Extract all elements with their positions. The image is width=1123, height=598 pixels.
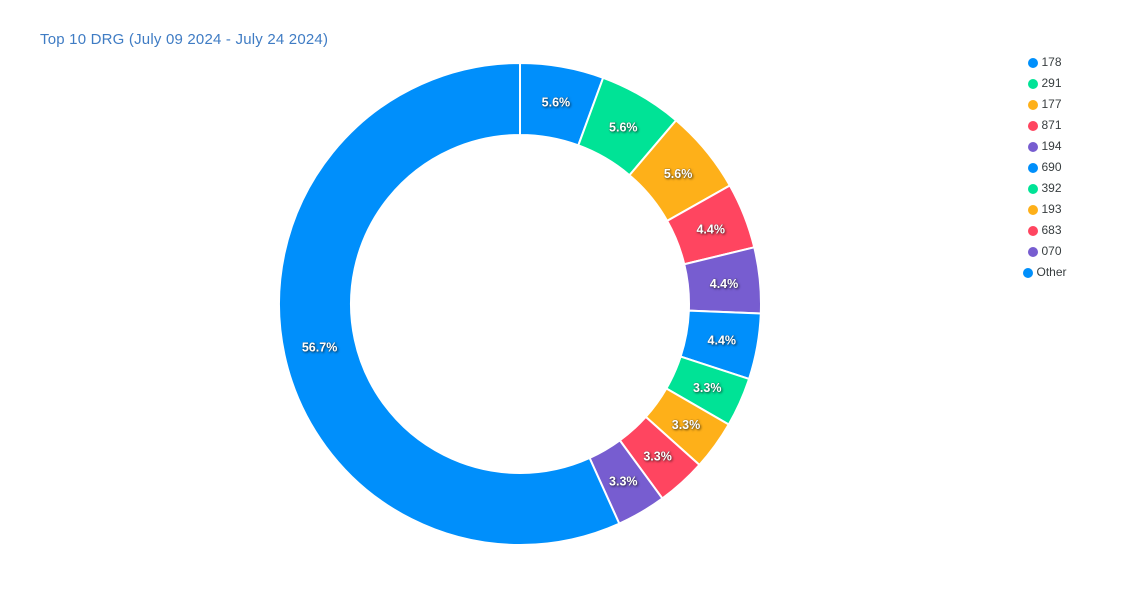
legend-item-683[interactable]: 683 [1028, 220, 1062, 241]
donut-slice-Other[interactable] [278, 62, 621, 546]
legend-item-label: 683 [1041, 223, 1062, 237]
legend-marker-icon [1028, 246, 1039, 257]
legend-item-label: 871 [1041, 118, 1062, 132]
legend-item-070[interactable]: 070 [1028, 241, 1062, 262]
chart-legend: 178 291 177 871 194 690 392 193 683 070 Other [1012, 52, 1078, 283]
legend-item-label: 291 [1041, 76, 1062, 90]
legend-marker-icon [1028, 78, 1039, 89]
legend-marker-icon [1028, 120, 1039, 131]
legend-item-label: 177 [1041, 97, 1062, 111]
legend-item-label: 070 [1041, 244, 1062, 258]
legend-marker-icon [1028, 225, 1039, 236]
legend-item-194[interactable]: 194 [1028, 136, 1062, 157]
legend-item-392[interactable]: 392 [1028, 178, 1062, 199]
legend-item-690[interactable]: 690 [1028, 157, 1062, 178]
legend-item-label: 690 [1041, 160, 1062, 174]
legend-item-label: 178 [1041, 55, 1062, 69]
legend-item-193[interactable]: 193 [1028, 199, 1062, 220]
legend-item-label: 194 [1041, 139, 1062, 153]
legend-item-label: 392 [1041, 181, 1062, 195]
legend-marker-icon [1028, 183, 1039, 194]
legend-marker-icon [1023, 267, 1034, 278]
legend-marker-icon [1028, 141, 1039, 152]
legend-marker-icon [1028, 99, 1039, 110]
legend-marker-icon [1028, 57, 1039, 68]
legend-item-177[interactable]: 177 [1028, 94, 1062, 115]
legend-item-178[interactable]: 178 [1028, 52, 1062, 73]
legend-item-label: 193 [1041, 202, 1062, 216]
chart-title: Top 10 DRG (July 09 2024 - July 24 2024) [40, 31, 329, 48]
legend-item-871[interactable]: 871 [1028, 115, 1062, 136]
legend-marker-icon [1028, 162, 1039, 173]
legend-item-291[interactable]: 291 [1028, 73, 1062, 94]
legend-item-Other[interactable]: Other [1023, 262, 1067, 283]
legend-item-label: Other [1036, 265, 1067, 279]
legend-marker-icon [1028, 204, 1039, 215]
